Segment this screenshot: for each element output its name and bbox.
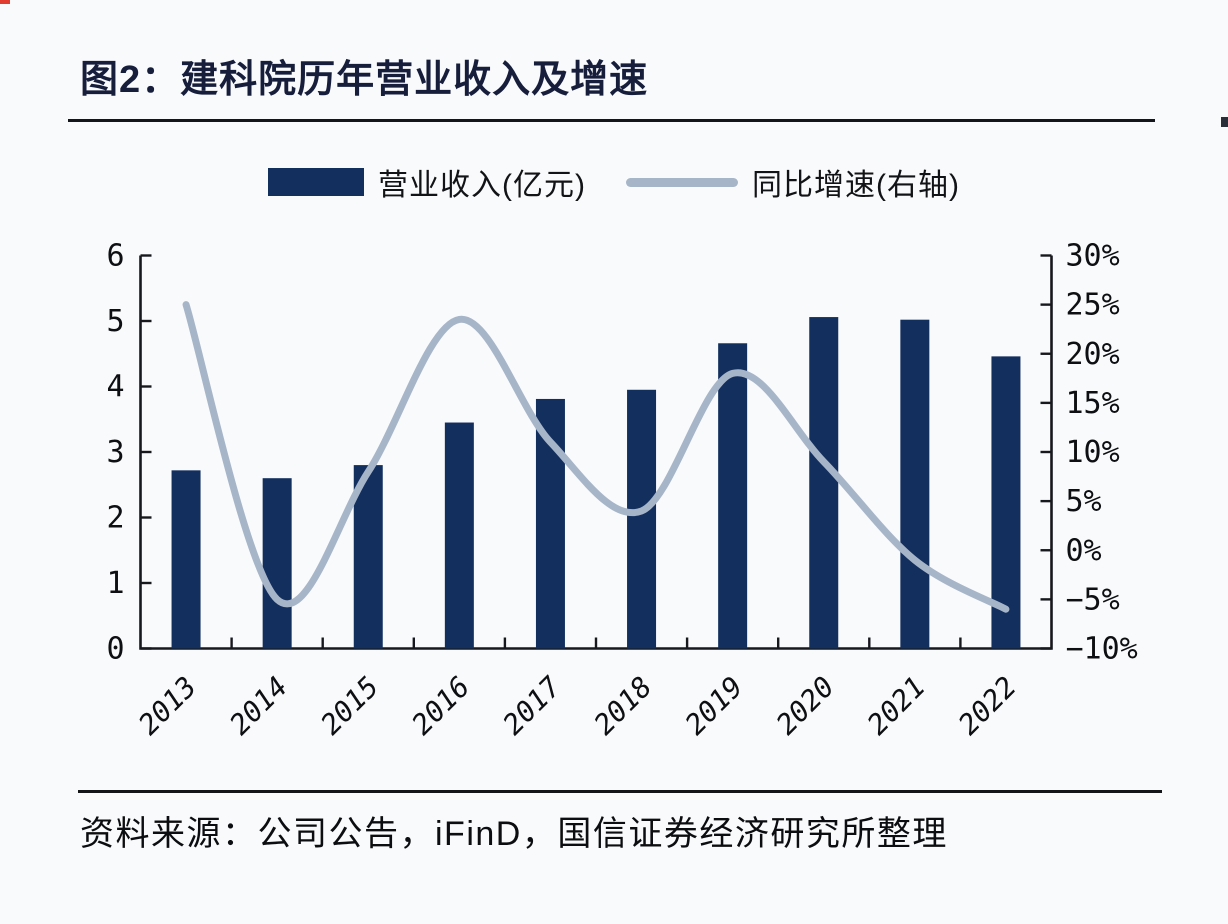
x-axis-label-2022: 2022 [952, 670, 1023, 741]
chart-legend: 营业收入(亿元) 同比增速(右轴) [0, 160, 1228, 204]
revenue-bar-2022 [991, 356, 1021, 649]
title-divider [68, 119, 1155, 122]
x-axis-label-2017: 2017 [496, 670, 567, 741]
left-axis-label-5: 5 [106, 304, 124, 339]
red-edge-artifact [0, 0, 10, 4]
x-axis-label-2018: 2018 [587, 670, 658, 741]
revenue-bar-2017 [535, 398, 565, 649]
revenue-bar-2014 [262, 478, 292, 649]
right-axis-label-5%: 5% [1066, 484, 1102, 519]
right-axis-label-10%: 10% [1066, 435, 1120, 470]
source-divider [78, 790, 1162, 793]
x-axis-label-2016: 2016 [405, 670, 476, 741]
right-axis-label-25%: 25% [1066, 288, 1120, 323]
legend-line-label: 同比增速(右轴) [752, 169, 960, 202]
revenue-bar-2016 [444, 422, 474, 649]
revenue-bar-2021 [900, 319, 930, 649]
right-axis-label-0%: 0% [1066, 533, 1102, 568]
legend-bar-swatch [268, 168, 365, 196]
x-axis-label-2014: 2014 [223, 670, 294, 741]
dark-edge-artifact [1221, 117, 1228, 127]
legend-bar-label: 营业收入(亿元) [378, 169, 586, 202]
x-axis-label-2015: 2015 [314, 670, 385, 741]
right-axis-label-30%: 30% [1066, 239, 1120, 274]
x-axis-label-2019: 2019 [679, 670, 750, 741]
right-axis-label-20%: 20% [1066, 337, 1120, 372]
x-axis-label-2020: 2020 [770, 670, 841, 741]
legend-line-swatch [626, 177, 738, 187]
revenue-bar-2019 [718, 343, 748, 649]
left-axis-label-0: 0 [106, 632, 124, 667]
revenue-bar-2018 [627, 389, 657, 649]
left-axis-label-1: 1 [106, 566, 124, 601]
left-axis-label-2: 2 [106, 501, 124, 536]
figure-title: 图2：建科院历年营业收入及增速 [80, 59, 649, 101]
revenue-bar-2020 [809, 317, 839, 649]
source-text: 资料来源：公司公告，iFinD，国信证券经济研究所整理 [80, 815, 948, 853]
growth-line [182, 301, 1010, 613]
right-axis-label-−5%: −5% [1066, 582, 1120, 617]
right-axis-label-15%: 15% [1066, 386, 1120, 421]
left-axis-label-3: 3 [106, 435, 124, 470]
left-axis-label-6: 6 [106, 239, 124, 274]
left-axis-label-4: 4 [106, 370, 124, 405]
x-axis-label-2021: 2021 [861, 670, 932, 741]
right-axis-label-−10%: −10% [1066, 632, 1138, 667]
revenue-bar-2013 [171, 470, 201, 649]
x-axis-label-2013: 2013 [132, 670, 203, 741]
